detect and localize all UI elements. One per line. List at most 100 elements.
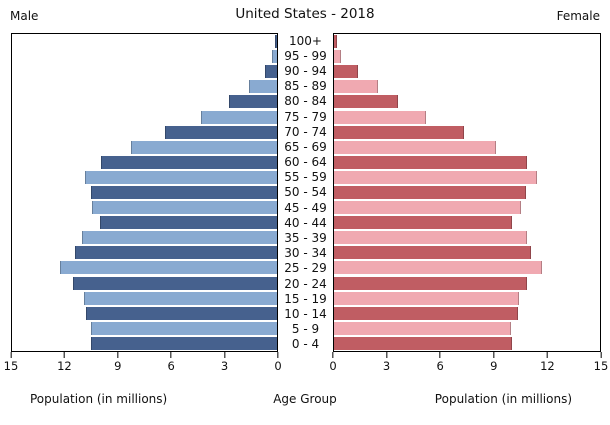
male-bar-row — [12, 336, 277, 351]
female-bar-75-79 — [334, 110, 427, 124]
age-group-label-65-69: 65 - 69 — [284, 139, 327, 154]
age-group-label-20-24: 20 - 24 — [284, 276, 327, 291]
axis-tick-9: 9 — [114, 352, 121, 373]
female-bar-row — [334, 79, 600, 94]
female-bar-35-39 — [334, 231, 528, 245]
age-group-axis: 100+ 95 - 99 90 - 94 85 - 89 80 - 84 75 - 79 7… — [279, 33, 332, 352]
male-bar-45-49 — [92, 201, 277, 215]
male-bar-row — [12, 170, 277, 185]
female-bar-30-34 — [334, 246, 531, 260]
age-group-label-85-89: 85 - 89 — [284, 79, 327, 94]
axis-tick-0: 0 — [329, 352, 337, 373]
male-bar-20-24 — [72, 276, 277, 290]
female-bar-15-19 — [334, 291, 520, 305]
male-bar-row — [12, 34, 277, 49]
tick-mark — [546, 352, 548, 358]
male-bar-row — [12, 200, 277, 215]
axis-tick-15: 15 — [593, 352, 609, 373]
tick-label: 15 — [593, 359, 609, 373]
axis-tick-3: 3 — [221, 352, 228, 373]
male-bar-row — [12, 109, 277, 124]
male-bar-row — [12, 64, 277, 79]
female-bar-70-74 — [334, 125, 465, 139]
tick-label: 12 — [57, 359, 72, 373]
female-bar-row — [334, 321, 600, 336]
female-plot-area — [333, 33, 601, 352]
male-plot-area — [11, 33, 278, 352]
male-bar-row — [12, 291, 277, 306]
age-group-label-55-59: 55 - 59 — [284, 170, 327, 185]
male-bar-row — [12, 245, 277, 260]
male-bar-15-19 — [84, 291, 277, 305]
axis-tick-9: 9 — [490, 352, 497, 373]
male-header-label: Male — [10, 9, 39, 23]
male-bar-row — [12, 260, 277, 275]
male-bar-80-84 — [229, 95, 277, 109]
tick-mark — [170, 352, 172, 358]
female-bar-row — [334, 34, 600, 49]
female-axis-title: Population (in millions) — [434, 392, 572, 406]
female-bar-row — [334, 336, 600, 351]
age-group-label-40-44: 40 - 44 — [284, 215, 327, 230]
axis-tick-3: 3 — [383, 352, 390, 373]
male-bar-90-94 — [264, 65, 277, 79]
female-bar-45-49 — [334, 201, 522, 215]
female-bar-20-24 — [334, 276, 528, 290]
female-bar-row — [334, 49, 600, 64]
axis-tick-15: 15 — [4, 352, 18, 373]
age-group-label-50-54: 50 - 54 — [284, 185, 327, 200]
tick-label: 3 — [382, 359, 391, 373]
male-bar-row — [12, 79, 277, 94]
male-axis-title: Population (in millions) — [30, 392, 168, 406]
tick-mark — [600, 352, 602, 358]
female-bar-80-84 — [334, 95, 398, 109]
age-group-label-10-14: 10 - 14 — [284, 306, 327, 321]
female-bar-row — [334, 64, 600, 79]
male-bar-row — [12, 306, 277, 321]
male-bar-25-29 — [59, 261, 277, 275]
female-header-label: Female — [556, 9, 600, 23]
male-bar-75-79 — [200, 110, 277, 124]
male-bar-row — [12, 276, 277, 291]
female-bar-0-4 — [334, 336, 513, 350]
female-bar-row — [334, 306, 600, 321]
axis-tick-12: 12 — [540, 352, 555, 373]
male-bar-row — [12, 215, 277, 230]
female-bar-row — [334, 125, 600, 140]
tick-label: 9 — [490, 359, 498, 373]
age-group-label-100plus: 100+ — [289, 33, 322, 48]
age-group-label-35-39: 35 - 39 — [284, 231, 327, 246]
female-bar-row — [334, 170, 600, 185]
tick-mark — [493, 352, 495, 358]
female-bar-90-94 — [334, 65, 359, 79]
tick-label: 0 — [329, 359, 337, 373]
tick-mark — [63, 352, 65, 358]
female-bar-10-14 — [334, 306, 518, 320]
age-group-label-70-74: 70 - 74 — [284, 124, 327, 139]
female-bar-100plus — [334, 35, 337, 49]
male-bar-50-54 — [90, 185, 277, 199]
tick-mark — [277, 352, 279, 358]
male-bar-row — [12, 230, 277, 245]
age-group-label-5-9: 5 - 9 — [291, 322, 320, 337]
tick-mark — [386, 352, 388, 358]
male-bar-30-34 — [74, 246, 277, 260]
female-bar-55-59 — [334, 170, 538, 184]
female-x-axis: 0 3 6 9 12 15 — [329, 352, 608, 378]
male-bar-row — [12, 94, 277, 109]
tick-mark — [10, 352, 12, 358]
chart-title: United States - 2018 — [235, 6, 375, 22]
male-bar-row — [12, 140, 277, 155]
tick-label: 12 — [540, 359, 555, 373]
age-group-label-95-99: 95 - 99 — [284, 48, 327, 63]
male-bar-65-69 — [131, 140, 277, 154]
age-group-label-0-4: 0 - 4 — [291, 337, 320, 352]
female-bar-row — [334, 260, 600, 275]
axis-tick-6: 6 — [437, 352, 444, 373]
female-bar-50-54 — [334, 185, 526, 199]
female-bar-40-44 — [334, 216, 513, 230]
female-bar-5-9 — [334, 321, 511, 335]
axis-tick-12: 12 — [57, 352, 72, 373]
male-bar-100plus — [275, 35, 277, 49]
female-bar-row — [334, 94, 600, 109]
